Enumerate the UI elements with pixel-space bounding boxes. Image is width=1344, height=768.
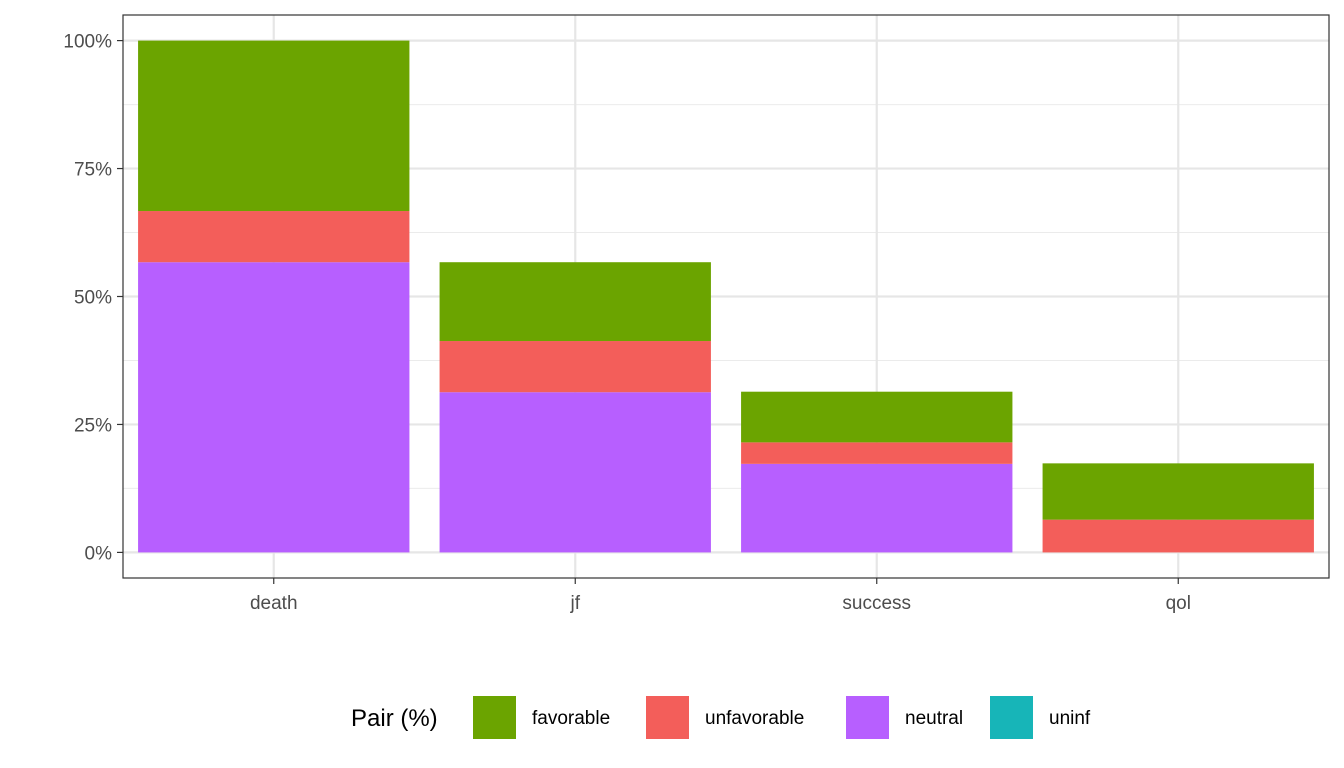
bar-segment-favorable-success [741, 391, 1013, 443]
bar-segment-unfavorable-death [138, 211, 410, 263]
x-tick-label-death: death [250, 593, 298, 614]
bar-segment-favorable-qol [1042, 463, 1314, 520]
bar-segment-unfavorable-success [741, 442, 1013, 464]
bar-segment-favorable-jf [439, 262, 711, 342]
legend-label-neutral: neutral [905, 708, 963, 729]
legend-label-unfavorable: unfavorable [705, 708, 804, 729]
legend-item-uninf: uninf [990, 696, 1091, 739]
y-tick-label: 50% [74, 288, 112, 309]
bar-segment-neutral-death [138, 262, 410, 553]
legend-swatch-neutral [846, 696, 889, 739]
x-tick-label-jf: jf [570, 593, 581, 614]
y-tick-label: 25% [74, 415, 112, 436]
x-tick-label-qol: qol [1166, 593, 1191, 614]
legend-swatch-uninf [990, 696, 1033, 739]
y-tick-label: 75% [74, 160, 112, 181]
bar-segment-unfavorable-jf [439, 341, 711, 393]
bar-segment-favorable-death [138, 40, 410, 212]
legend-label-favorable: favorable [532, 708, 610, 729]
legend-swatch-unfavorable [646, 696, 689, 739]
legend-item-neutral: neutral [846, 696, 963, 739]
legend-item-unfavorable: unfavorable [646, 696, 804, 739]
bar-segment-neutral-jf [439, 392, 711, 553]
legend-items: favorable unfavorable neutral uninf [473, 696, 1091, 739]
x-tick-label-success: success [842, 593, 911, 614]
legend-label-uninf: uninf [1049, 708, 1091, 729]
bar-segment-neutral-success [741, 463, 1013, 553]
legend: Pair (%) favorable unfavorable neutral unin… [351, 696, 1091, 739]
bar-segment-unfavorable-qol [1042, 519, 1314, 553]
legend-item-favorable: favorable [473, 696, 610, 739]
y-tick-label: 100% [63, 32, 112, 53]
bar-layer [138, 40, 1314, 553]
legend-swatch-favorable [473, 696, 516, 739]
y-tick-label: 0% [85, 543, 113, 564]
legend-title: Pair (%) [351, 705, 438, 732]
axis-layer: 0% 25% 50% 75% 100% death jf success qol [63, 32, 1191, 614]
